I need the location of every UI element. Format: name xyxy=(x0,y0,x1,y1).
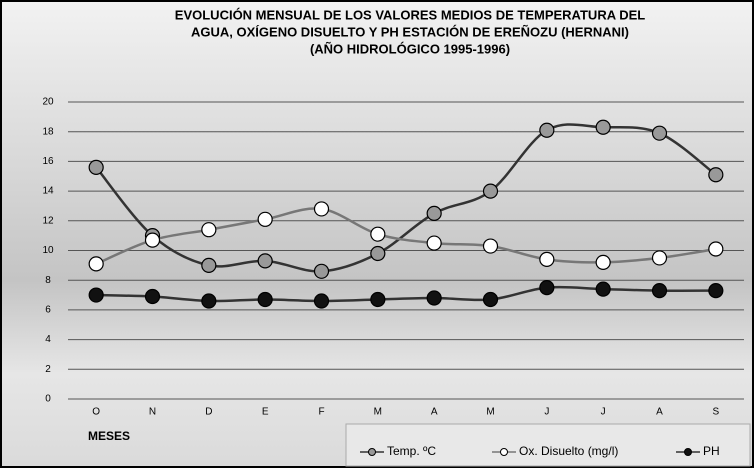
y-tick-label: 4 xyxy=(45,334,51,345)
x-tick-label: M xyxy=(486,407,494,418)
data-point xyxy=(482,291,499,308)
data-point xyxy=(370,291,386,308)
legend-label: Ox. Disuelto (mg/l) xyxy=(519,444,618,458)
data-point xyxy=(257,211,273,227)
data-point xyxy=(144,232,161,248)
data-point xyxy=(313,293,330,309)
data-point xyxy=(144,288,161,305)
x-tick-label: E xyxy=(262,407,269,418)
data-point xyxy=(595,281,611,297)
data-point xyxy=(708,167,724,183)
data-point xyxy=(201,257,217,273)
x-tick-label: S xyxy=(712,407,719,418)
data-point xyxy=(257,291,273,308)
legend-label: PH xyxy=(703,444,720,458)
y-tick-label: 6 xyxy=(45,305,51,316)
chart-title: AGUA, OXÍGENO DISUELTO Y PH ESTACIÓN DE … xyxy=(191,24,629,39)
data-point xyxy=(482,238,499,254)
y-tick-label: 18 xyxy=(42,126,54,137)
data-point xyxy=(539,251,555,268)
data-point xyxy=(426,235,442,251)
data-point xyxy=(539,122,555,138)
data-point xyxy=(88,287,104,303)
y-tick-label: 2 xyxy=(45,364,51,375)
data-point xyxy=(201,222,217,238)
data-point xyxy=(651,250,668,266)
data-point xyxy=(482,183,499,199)
y-tick-label: 20 xyxy=(42,97,54,108)
legend-box xyxy=(345,423,751,467)
data-point xyxy=(201,293,217,309)
legend-marker xyxy=(368,448,376,456)
x-tick-label: N xyxy=(149,407,156,418)
data-point xyxy=(313,263,330,279)
data-point xyxy=(313,201,330,217)
legend-marker xyxy=(684,448,692,456)
x-tick-label: D xyxy=(205,407,212,418)
data-point xyxy=(539,280,555,296)
x-tick-label: A xyxy=(431,407,438,418)
data-point xyxy=(708,241,724,257)
x-tick-label: M xyxy=(374,407,382,418)
chart-title: EVOLUCIÓN MENSUAL DE LOS VALORES MEDIOS … xyxy=(175,7,645,22)
x-axis-label: MESES xyxy=(88,429,130,443)
x-tick-label: F xyxy=(318,407,324,418)
data-point xyxy=(708,282,724,299)
legend-label: Temp. ºC xyxy=(387,444,436,458)
data-point xyxy=(88,256,104,272)
y-tick-label: 12 xyxy=(42,215,54,226)
y-tick-label: 0 xyxy=(45,394,51,405)
y-tick-label: 16 xyxy=(42,156,54,167)
data-point xyxy=(88,159,104,175)
x-tick-label: A xyxy=(656,407,663,418)
y-tick-label: 14 xyxy=(42,186,54,197)
x-tick-label: O xyxy=(92,407,100,418)
chart-title: (AÑO HIDROLÓGICO 1995-1996) xyxy=(310,41,510,56)
x-tick-label: J xyxy=(544,407,549,418)
data-point xyxy=(257,253,273,269)
data-point xyxy=(651,282,668,299)
x-tick-label: J xyxy=(601,407,606,418)
data-point xyxy=(595,119,611,135)
data-point xyxy=(426,290,442,306)
y-tick-label: 8 xyxy=(45,275,51,286)
legend-marker xyxy=(500,448,508,456)
data-point xyxy=(370,245,386,262)
data-point xyxy=(651,125,668,141)
data-point xyxy=(426,205,442,221)
data-point xyxy=(595,254,611,270)
data-point xyxy=(370,226,386,242)
y-tick-label: 10 xyxy=(42,245,54,256)
